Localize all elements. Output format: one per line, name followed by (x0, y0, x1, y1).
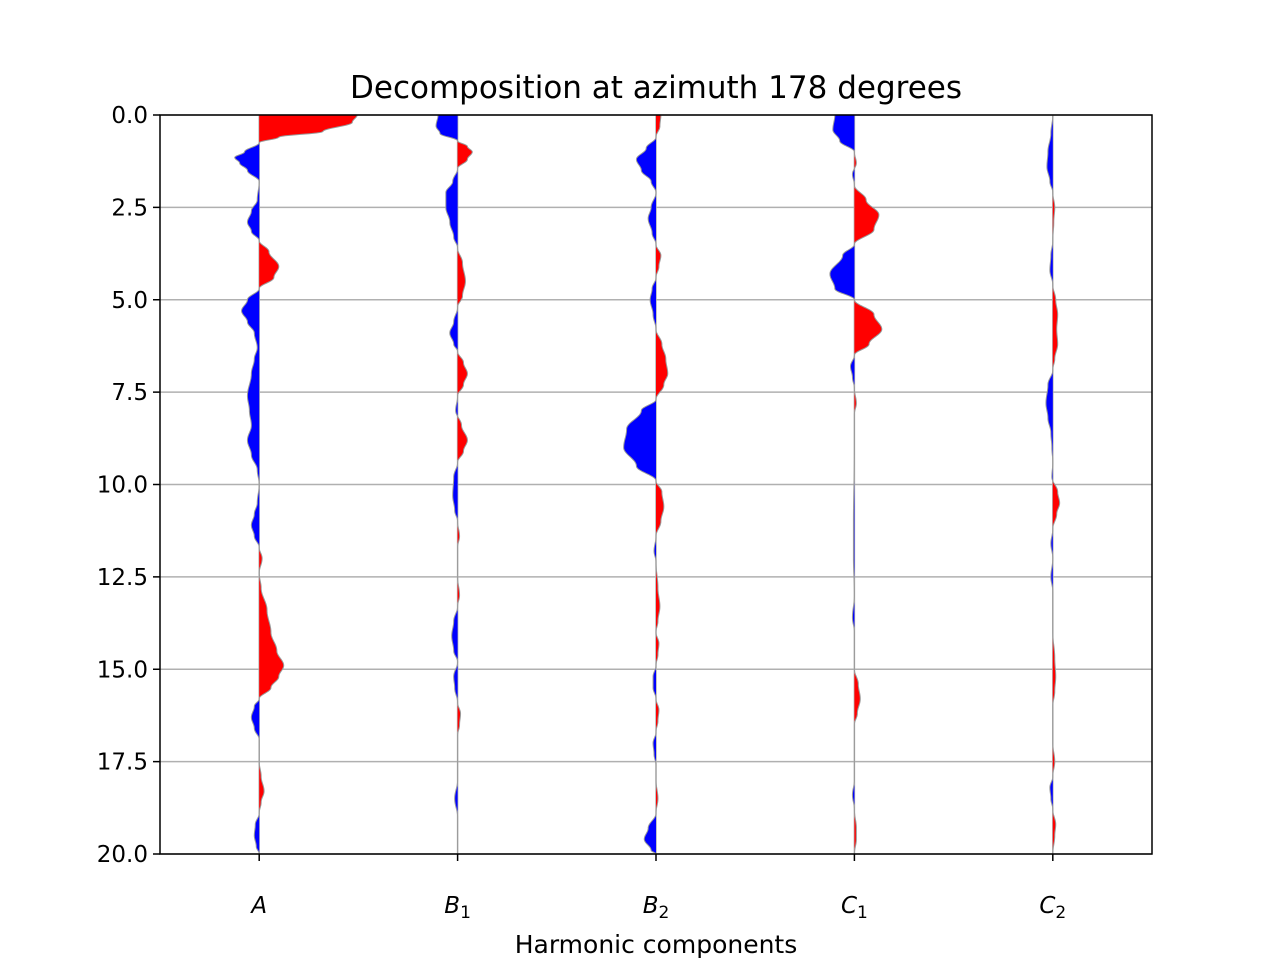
x-tick-label-base: C (841, 893, 857, 919)
x-tick-label: B2 (643, 893, 670, 923)
x-tick-label: C2 (1039, 893, 1066, 923)
y-tick-label: 20.0 (97, 842, 148, 868)
trace-line (234, 114, 358, 855)
x-axis-ticks: A B1 B2 C1 C2 (249, 854, 1066, 923)
trace-layer (234, 114, 1061, 855)
trace-positive-fill (1052, 115, 1060, 854)
x-tick-label-base: B (444, 893, 460, 919)
x-tick-label: C1 (841, 893, 868, 923)
x-tick-label-subscript: 2 (1055, 903, 1066, 923)
y-tick-label: 0.0 (111, 103, 148, 129)
trace-A (234, 114, 358, 855)
trace-line (829, 114, 883, 855)
trace-line (1045, 114, 1061, 855)
trace-line (623, 114, 669, 855)
x-tick-label: A (249, 893, 267, 919)
trace-negative-fill (829, 115, 855, 854)
y-tick-label: 2.5 (111, 195, 148, 221)
x-tick-label-subscript: 1 (460, 903, 471, 923)
trace-B1 (435, 114, 473, 854)
x-tick-label-base: C (1039, 893, 1055, 919)
x-tick-label: B1 (444, 893, 471, 923)
y-tick-label: 15.0 (97, 657, 148, 683)
trace-negative-fill (234, 115, 260, 854)
x-tick-label-subscript: 2 (658, 903, 669, 923)
x-tick-label-base: B (643, 893, 659, 919)
x-tick-label-subscript: 1 (857, 903, 868, 923)
y-tick-label: 17.5 (97, 750, 148, 776)
y-axis-ticks: 0.0 2.5 5.0 7.5 10.0 12.5 15.0 17.5 20.0 (97, 103, 160, 868)
x-tick-label-base: A (249, 893, 267, 919)
y-tick-label: 12.5 (97, 565, 148, 591)
trace-B2 (623, 114, 669, 855)
trace-C1 (829, 114, 883, 855)
y-tick-label: 10.0 (97, 473, 148, 499)
y-tick-label: 5.0 (111, 288, 148, 314)
chart-title: Decomposition at azimuth 178 degrees (350, 70, 962, 106)
x-axis-label: Harmonic components (515, 930, 798, 959)
y-tick-label: 7.5 (111, 380, 148, 406)
trace-line (435, 114, 473, 854)
trace-negative-fill (436, 115, 458, 854)
trace-C2 (1045, 114, 1061, 855)
